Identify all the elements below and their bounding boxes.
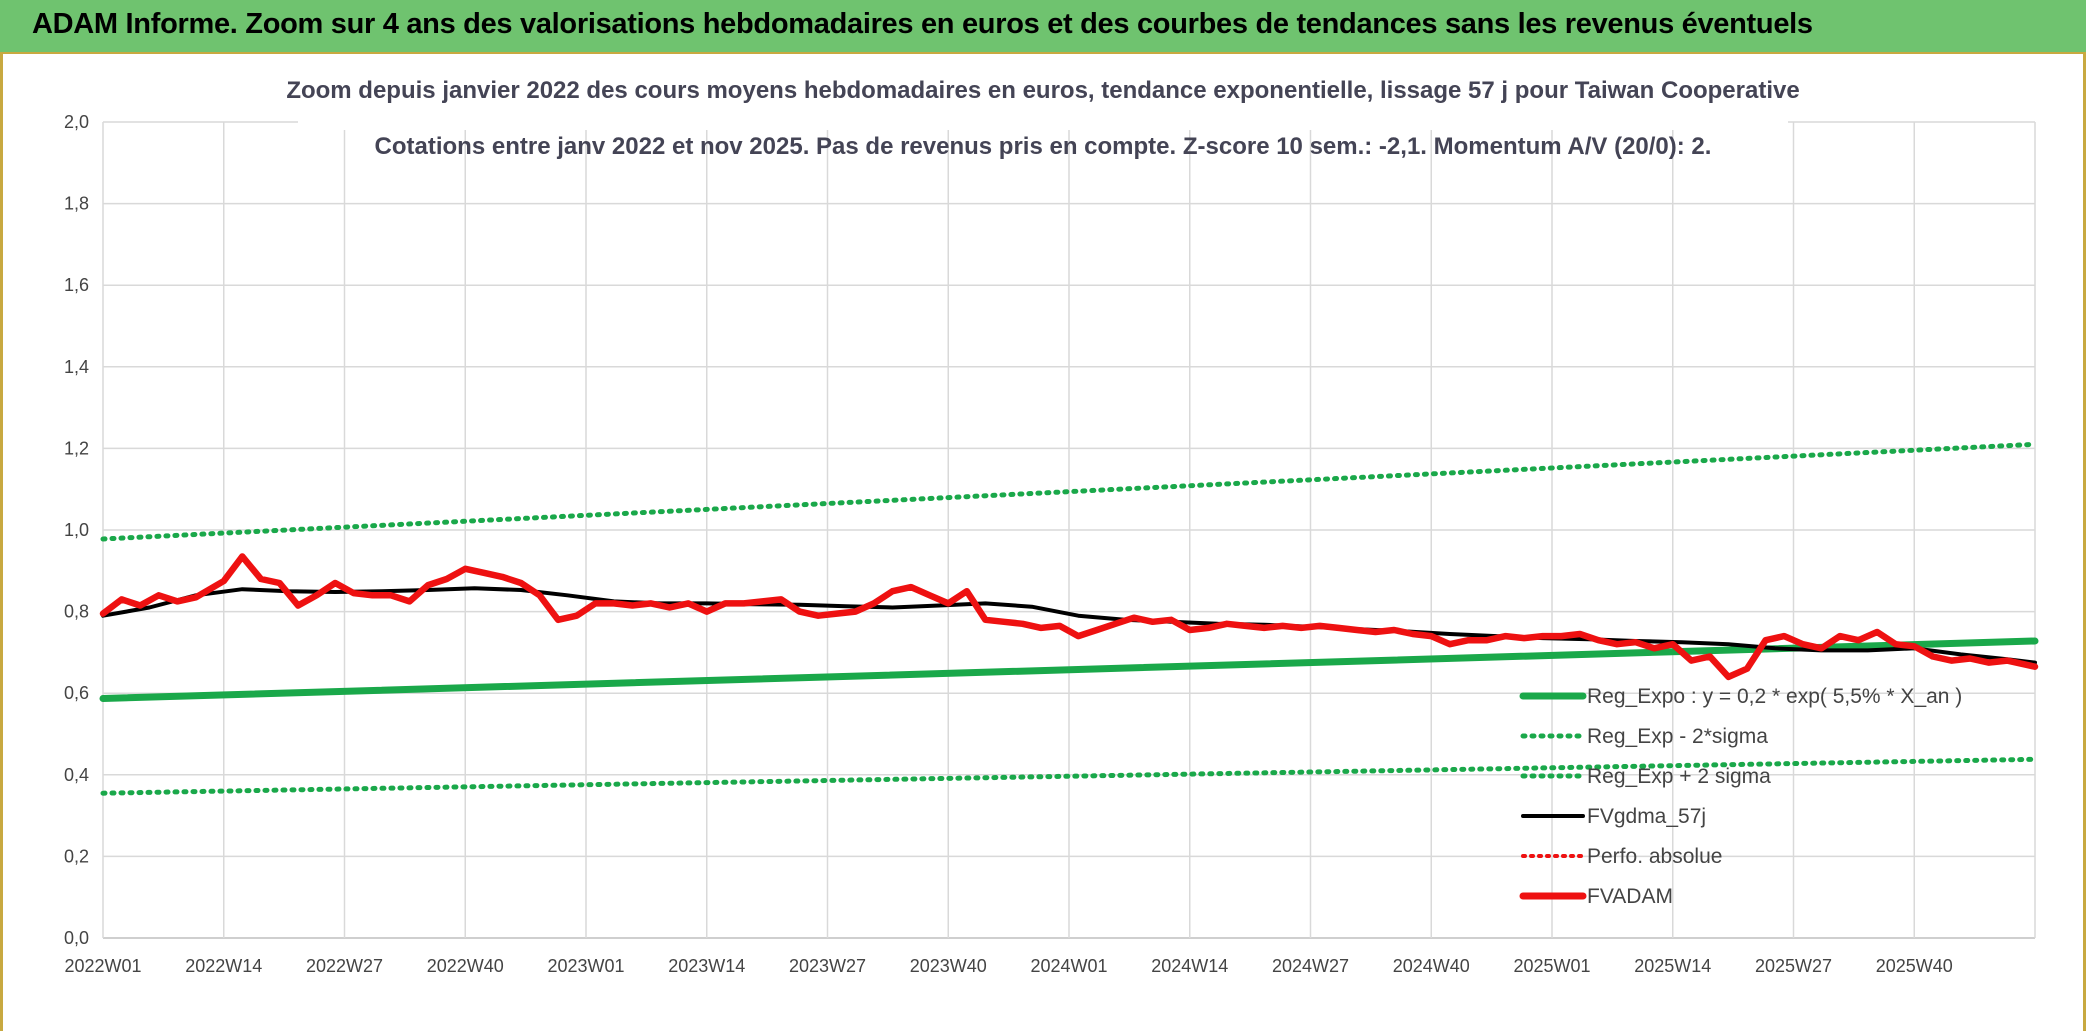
x-tick-label: 2023W40: [910, 956, 987, 976]
y-tick-label: 1,8: [64, 194, 89, 214]
reg-expo-line: [99, 637, 2039, 702]
x-tick-label: 2024W40: [1393, 956, 1470, 976]
legend-label: Reg_Expo : y = 0,2 * exp( 5,5% * X_an ): [1587, 685, 1962, 708]
y-tick-label: 1,0: [64, 520, 89, 540]
x-tick-label: 2024W01: [1030, 956, 1107, 976]
y-tick-label: 0,2: [64, 846, 89, 866]
title-banner: ADAM Informe. Zoom sur 4 ans des valoris…: [0, 0, 2086, 54]
x-tick-label: 2025W01: [1513, 956, 1590, 976]
x-tick-label: 2025W14: [1634, 956, 1711, 976]
banner-title: ADAM Informe. Zoom sur 4 ans des valoris…: [32, 8, 1813, 40]
legend: Reg_Expo : y = 0,2 * exp( 5,5% * X_an ) R…: [1519, 685, 1962, 908]
y-tick-label: 2,0: [64, 112, 89, 132]
x-tick-label: 2023W27: [789, 956, 866, 976]
series-group: [99, 441, 2039, 796]
x-tick-label: 2024W27: [1272, 956, 1349, 976]
legend-label: FVgdma_57j: [1587, 805, 1706, 828]
chart-title-group: Zoom depuis janvier 2022 des cours moyen…: [286, 60, 1800, 160]
chart-title-line2: Cotations entre janv 2022 et nov 2025. P…: [375, 133, 1712, 160]
reg-exp-minus-2sigma-line: [100, 756, 2038, 796]
x-tick-label: 2025W27: [1755, 956, 1832, 976]
x-tick-label: 2025W40: [1876, 956, 1953, 976]
y-tick-label: 1,2: [64, 438, 89, 458]
y-tick-label: 1,6: [64, 275, 89, 295]
legend-label: Perfo. absolue: [1587, 845, 1722, 868]
y-tick-label: 1,4: [64, 357, 89, 377]
y-tick-label: 0,8: [64, 602, 89, 622]
x-tick-label: 2022W27: [306, 956, 383, 976]
x-tick-label: 2023W14: [668, 956, 745, 976]
title-background: [298, 60, 1788, 130]
reg-exp-plus-2sigma-line: [100, 441, 2038, 542]
x-tick-label: 2022W40: [427, 956, 504, 976]
legend-label: Reg_Exp + 2 sigma: [1587, 765, 1771, 788]
x-tick-label: 2023W01: [547, 956, 624, 976]
chart-title-line1: Zoom depuis janvier 2022 des cours moyen…: [286, 77, 1799, 104]
axis-labels: 0,0 0,2 0,4 0,6 0,8 1,0 1,2 1,4 1,6 1,8 2,0 2022W01…: [64, 112, 1953, 976]
y-tick-label: 0,0: [64, 928, 89, 948]
line-chart: Zoom depuis janvier 2022 des cours moyen…: [64, 60, 2039, 976]
y-tick-label: 0,6: [64, 683, 89, 703]
legend-label: FVADAM: [1587, 885, 1673, 908]
legend-label: Reg_Exp - 2*sigma: [1587, 725, 1768, 748]
fvadam-line: [99, 553, 2039, 681]
x-tick-label: 2024W14: [1151, 956, 1228, 976]
x-tick-label: 2022W01: [64, 956, 141, 976]
x-tick-label: 2022W14: [185, 956, 262, 976]
fvgdma-57j-line: [101, 586, 2037, 665]
chart-frame: Zoom depuis janvier 2022 des cours moyen…: [0, 54, 2086, 1031]
gridlines: [102, 121, 2036, 939]
y-tick-label: 0,4: [64, 765, 89, 785]
